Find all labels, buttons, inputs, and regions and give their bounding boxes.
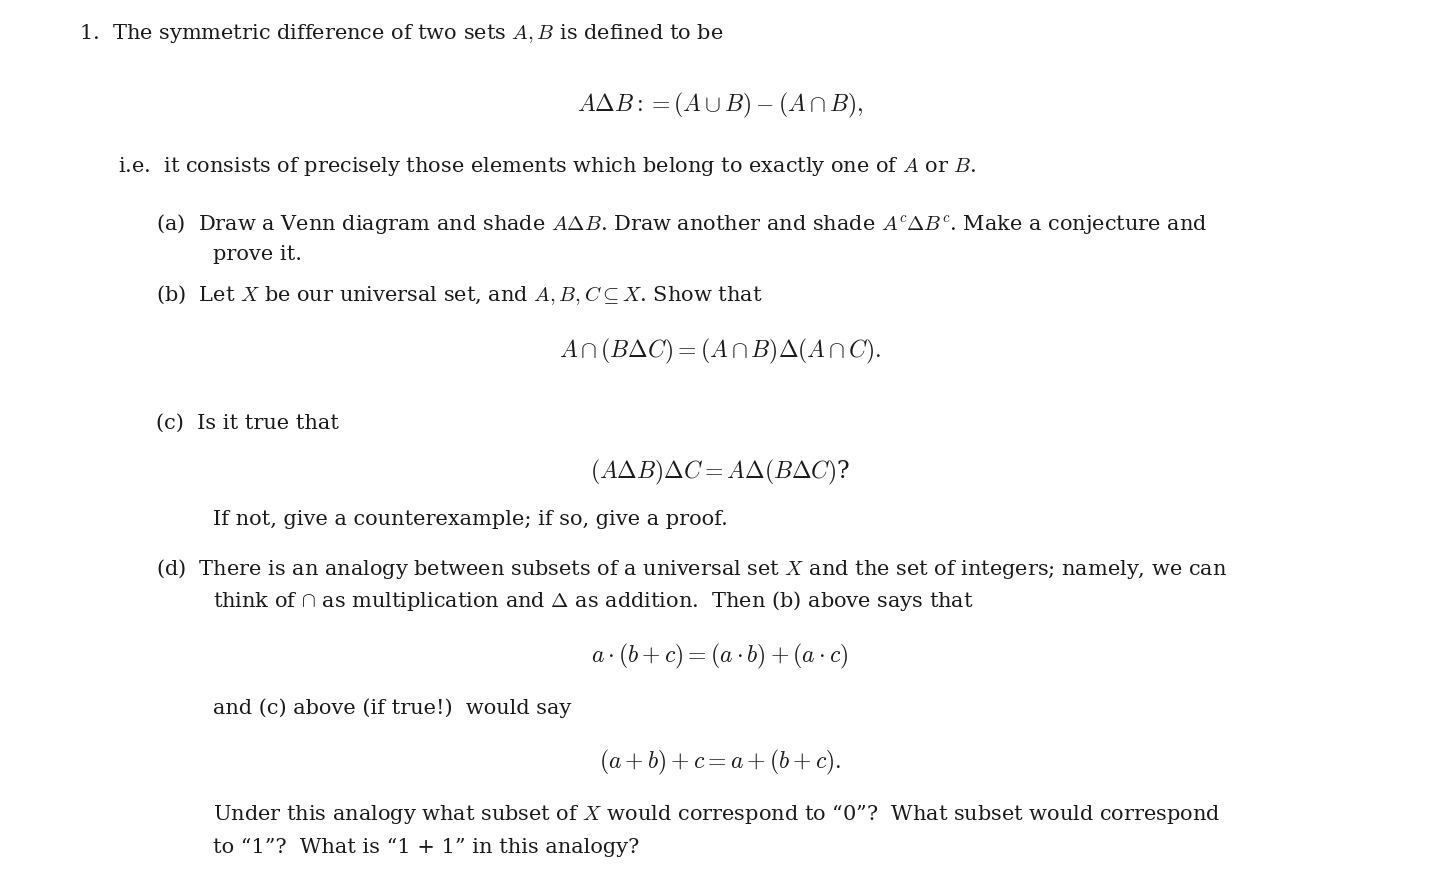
- Text: and (c) above (if true!)  would say: and (c) above (if true!) would say: [213, 697, 572, 717]
- Text: to “1”?  What is “1 + 1” in this analogy?: to “1”? What is “1 + 1” in this analogy?: [213, 837, 639, 856]
- Text: Under this analogy what subset of $X$ would correspond to “0”?  What subset woul: Under this analogy what subset of $X$ wo…: [213, 801, 1221, 825]
- Text: 1.  The symmetric difference of two sets $\mathit{A, B}$ is defined to be: 1. The symmetric difference of two sets …: [79, 22, 724, 45]
- Text: think of $\cap$ as multiplication and $\Delta$ as addition.  Then (b) above says: think of $\cap$ as multiplication and $\…: [213, 588, 973, 613]
- Text: prove it.: prove it.: [213, 245, 302, 264]
- Text: $A\Delta B := (A \cup B) - (A \cap B),$: $A\Delta B := (A \cup B) - (A \cap B),$: [577, 90, 863, 120]
- Text: $a \cdot (b + c) = (a \cdot b) + (a \cdot c)$: $a \cdot (b + c) = (a \cdot b) + (a \cdo…: [592, 641, 848, 671]
- Text: $(a + b) + c = a + (b + c).$: $(a + b) + c = a + (b + c).$: [599, 746, 841, 776]
- Text: (a)  Draw a Venn diagram and shade $A\Delta B$. Draw another and shade $A^c\Delt: (a) Draw a Venn diagram and shade $A\Del…: [156, 211, 1207, 236]
- Text: $(A\Delta B)\Delta C = A\Delta(B\Delta C)$?: $(A\Delta B)\Delta C = A\Delta(B\Delta C…: [590, 457, 850, 487]
- Text: $A \cap (B\Delta C) = (A \cap B)\Delta(A \cap C).$: $A \cap (B\Delta C) = (A \cap B)\Delta(A…: [559, 336, 881, 366]
- Text: (b)  Let $X$ be our universal set, and $A, B, C \subseteq X$. Show that: (b) Let $X$ be our universal set, and $A…: [156, 282, 762, 307]
- Text: (c)  Is it true that: (c) Is it true that: [156, 413, 338, 432]
- Text: (d)  There is an analogy between subsets of a universal set $X$ and the set of i: (d) There is an analogy between subsets …: [156, 556, 1227, 581]
- Text: i.e.  it consists of precisely those elements which belong to exactly one of $A$: i.e. it consists of precisely those elem…: [118, 155, 976, 178]
- Text: If not, give a counterexample; if so, give a proof.: If not, give a counterexample; if so, gi…: [213, 510, 729, 529]
